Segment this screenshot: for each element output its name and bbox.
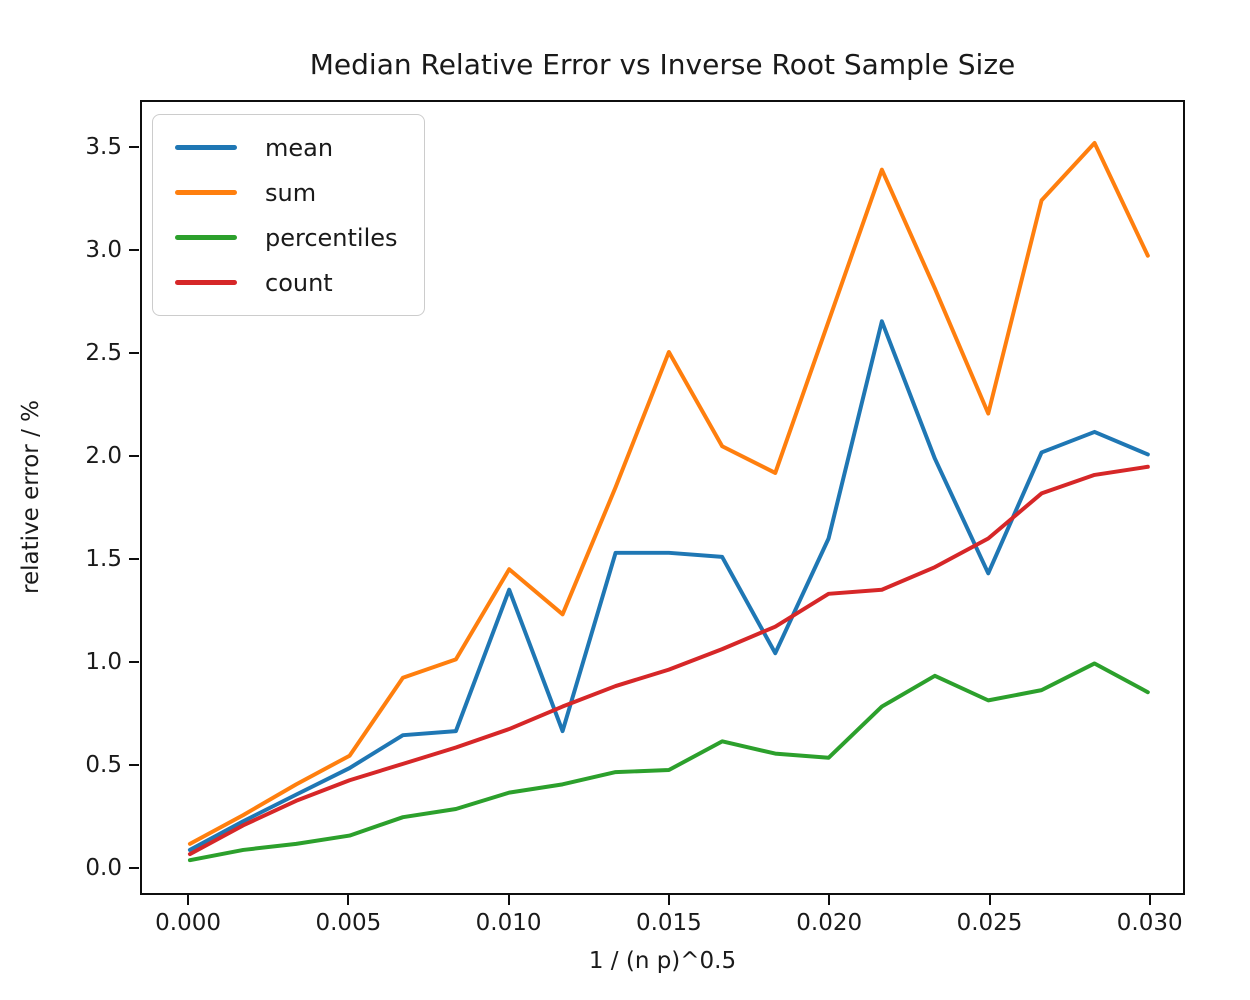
y-tick-label: 1.0 [85,649,122,676]
x-tick-mark [507,895,510,905]
y-tick-label: 2.5 [85,340,122,367]
plot-area: mean sum percentiles count [140,100,1185,895]
y-tick-mark [129,764,139,767]
line-percentiles [187,661,1150,863]
legend-item-sum: sum [175,170,398,215]
data-lines [187,141,1150,863]
x-tick-label: 0.000 [155,910,222,936]
line-count [187,464,1150,857]
legend-item-percentiles: percentiles [175,215,398,260]
x-tick-label: 0.010 [475,910,542,936]
legend-swatch-sum [175,190,237,195]
line-sum [187,141,1150,846]
legend-swatch-count [175,280,237,285]
legend-label: mean [265,133,334,162]
y-tick-mark [129,455,139,458]
x-tick-label: 0.015 [635,910,702,936]
y-tick-mark [129,146,139,149]
chart-title: Median Relative Error vs Inverse Root Sa… [309,48,1016,81]
legend-label: count [265,268,333,297]
legend-label: percentiles [265,223,398,252]
y-tick-mark [129,352,139,355]
x-tick-label: 0.020 [796,910,863,936]
line-mean [187,319,1150,852]
y-tick-mark [129,249,139,252]
x-tick-label: 0.025 [956,910,1023,936]
y-tick-label: 3.0 [85,237,122,264]
x-tick-label: 0.005 [315,910,382,936]
x-tick-label: 0.030 [1116,910,1183,936]
y-tick-mark [129,558,139,561]
legend-item-mean: mean [175,125,398,170]
x-tick-mark [1148,895,1151,905]
y-tick-label: 1.5 [85,546,122,573]
y-tick-label: 0.0 [85,855,122,882]
y-tick-mark [129,867,139,870]
x-axis-label: 1 / (n p)^0.5 [588,948,737,974]
y-tick-label: 0.5 [85,752,122,779]
x-tick-mark [667,895,670,905]
x-tick-mark [988,895,991,905]
legend-swatch-percentiles [175,235,237,240]
y-tick-label: 3.5 [85,134,122,161]
x-tick-mark [187,895,190,905]
y-axis-label: relative error / % [18,400,44,594]
legend: mean sum percentiles count [152,114,425,316]
x-tick-mark [828,895,831,905]
x-tick-mark [347,895,350,905]
y-tick-mark [129,661,139,664]
legend-swatch-mean [175,145,237,150]
legend-label: sum [265,178,317,207]
y-tick-label: 2.0 [85,443,122,470]
legend-item-count: count [175,260,398,305]
